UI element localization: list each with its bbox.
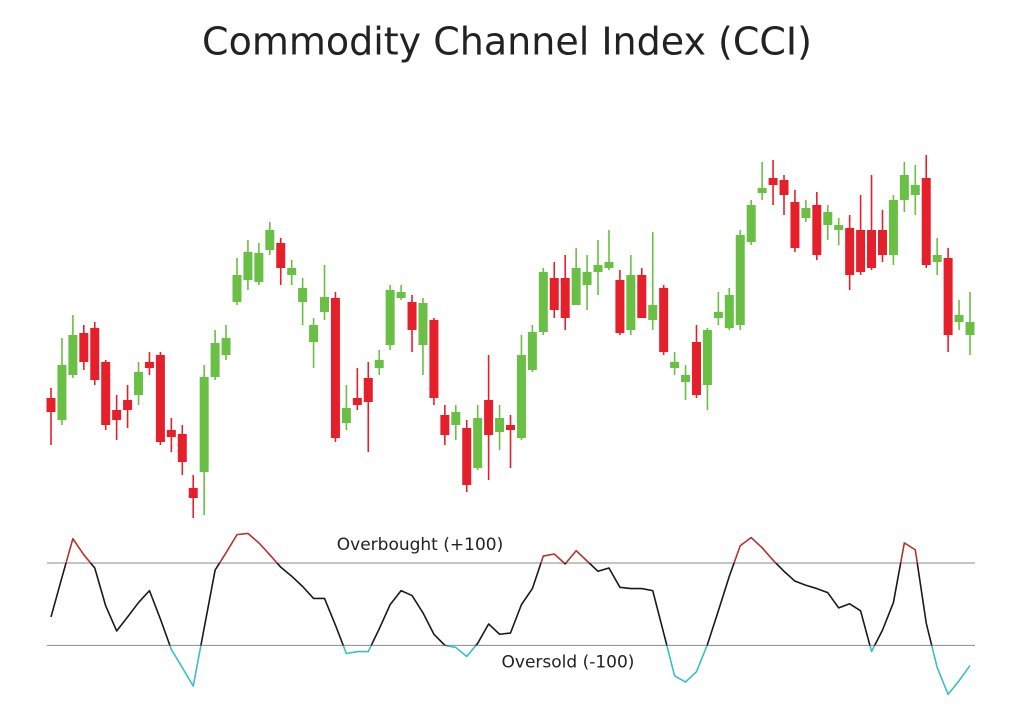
candle-body <box>363 378 373 402</box>
candle-body <box>330 298 340 438</box>
candle-body <box>57 365 67 420</box>
candle-body <box>702 330 712 385</box>
level-label: Oversold (-100) <box>502 652 635 672</box>
candle-body <box>681 375 691 382</box>
candle-body <box>626 275 636 330</box>
candle-body <box>571 268 581 305</box>
candle-body <box>877 230 887 255</box>
candle-body <box>604 262 614 268</box>
candle-body <box>812 205 822 255</box>
candle-body <box>407 302 417 330</box>
cci-line <box>50 532 971 696</box>
candle-body <box>768 178 778 185</box>
candle-body <box>582 272 592 285</box>
candle-body <box>90 328 100 380</box>
candle-body <box>46 398 56 412</box>
candle-body <box>593 265 603 272</box>
candle-body <box>243 252 253 280</box>
candle-body <box>298 288 308 302</box>
candle-body <box>801 208 811 218</box>
candle-body <box>188 488 198 498</box>
candle-body <box>899 175 909 200</box>
candle-body <box>232 275 242 302</box>
candle-body <box>484 400 494 435</box>
candle-body <box>932 255 942 262</box>
candle-body <box>921 178 931 265</box>
candle-body <box>374 360 384 368</box>
candle-body <box>724 295 734 328</box>
candle-body <box>221 338 231 355</box>
candle-body <box>527 332 537 370</box>
candle-body <box>495 418 505 432</box>
candle-body <box>473 418 483 468</box>
candle-body <box>276 243 286 268</box>
candle-body <box>101 362 111 425</box>
candle-body <box>615 280 625 333</box>
candle-body <box>385 290 395 345</box>
candle-body <box>199 377 209 472</box>
candle-body <box>637 275 647 318</box>
candle-body <box>954 315 964 322</box>
candle-body <box>823 212 833 225</box>
candle-body <box>429 320 439 398</box>
candle-body <box>210 343 220 377</box>
candle-body <box>943 258 953 335</box>
candle-body <box>549 278 559 310</box>
chart-title: Commodity Channel Index (CCI) <box>202 20 812 64</box>
candle-body <box>856 230 866 272</box>
candle-body <box>134 372 144 395</box>
candle-body <box>757 188 767 193</box>
candle-body <box>538 272 548 332</box>
candle-body <box>418 303 428 345</box>
candle-body <box>265 230 275 250</box>
candle-body <box>746 205 756 242</box>
candle-body <box>341 408 351 423</box>
candle-body <box>735 235 745 325</box>
candle-body <box>910 185 920 195</box>
candle-body <box>254 253 264 282</box>
candle-body <box>287 268 297 275</box>
candle-body <box>166 430 176 437</box>
candle-body <box>560 278 570 318</box>
candle-body <box>112 410 122 420</box>
candle-body <box>462 428 472 485</box>
candle-body <box>834 225 844 230</box>
candle-body <box>177 434 187 462</box>
candle-body <box>68 335 78 375</box>
candle-body <box>352 398 362 405</box>
candle-body <box>506 425 515 430</box>
candle-body <box>648 305 658 320</box>
candle-body <box>691 342 701 395</box>
candle-body <box>440 415 450 435</box>
candle-body <box>965 322 975 335</box>
candle-body <box>888 200 898 255</box>
candle-body <box>867 230 877 268</box>
candle-body <box>670 362 680 368</box>
candle-body <box>396 292 406 298</box>
candle-body <box>79 333 89 362</box>
candle-body <box>790 202 800 248</box>
level-label: Overbought (+100) <box>337 535 503 555</box>
candle-body <box>309 325 319 342</box>
candle-body <box>451 412 461 425</box>
candle-body <box>779 180 789 195</box>
candle-body <box>123 400 133 410</box>
candle-body <box>845 228 855 275</box>
candle-body <box>144 362 154 368</box>
candle-body <box>659 288 669 352</box>
candle-body <box>155 355 165 442</box>
candle-body <box>320 297 330 312</box>
candle-body <box>713 312 723 318</box>
candle-body <box>516 355 526 438</box>
